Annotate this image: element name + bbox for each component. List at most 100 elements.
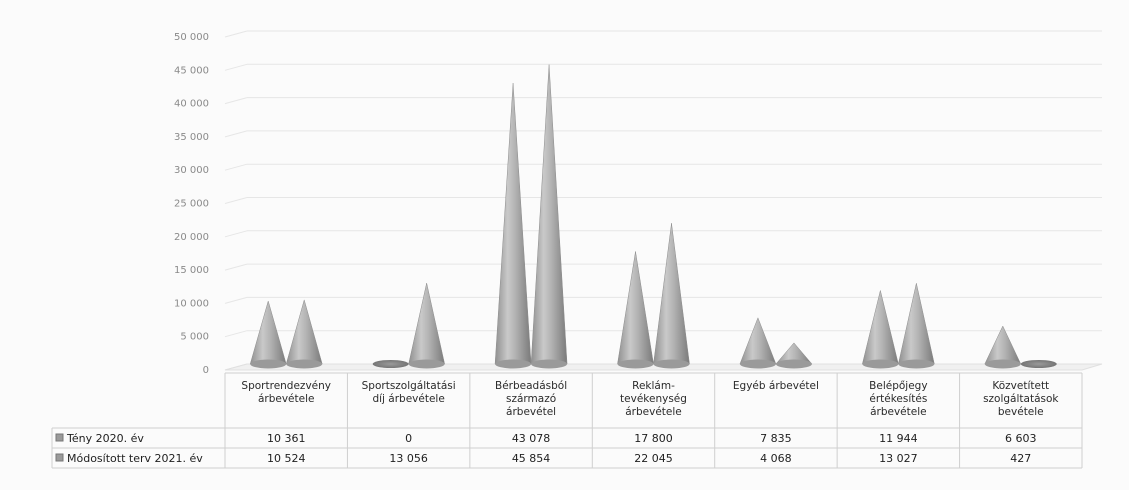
cone-body [285, 298, 323, 365]
legend-entry: Tény 2020. év [66, 432, 144, 445]
data-label: 4 068 [760, 452, 792, 465]
y-tick-label: 10 000 [174, 298, 209, 309]
data-label: 6 603 [1005, 432, 1037, 445]
cone [408, 282, 445, 369]
category-label: Belépőjegy értékesítés árbevétele [869, 380, 927, 418]
cone-body [494, 83, 532, 365]
cone-base [617, 359, 654, 369]
cone [984, 325, 1022, 369]
category-label: Sportszolgáltatási díj árbevétele [362, 380, 456, 405]
gridline-depth [224, 163, 248, 171]
gridline-depth [224, 330, 248, 338]
data-label: 11 944 [879, 432, 918, 445]
cone-base [898, 359, 935, 369]
gridline-depth [224, 230, 248, 238]
cone-base [495, 359, 532, 369]
category-label-line: árbevétele [258, 393, 315, 405]
cone [530, 64, 568, 369]
category-label-line: árbevétel [506, 406, 556, 418]
category-label-line: árbevétele [625, 406, 682, 418]
cone [494, 83, 532, 369]
gridline-depth [224, 130, 248, 138]
cone-base-flat [372, 360, 409, 368]
category-label-line: szolgáltatások [983, 393, 1059, 405]
data-label: 0 [405, 432, 412, 445]
legend-key [55, 453, 64, 462]
cone-base [653, 359, 690, 369]
gridline-depth [224, 63, 248, 71]
cone-body [249, 300, 287, 365]
category-label-line: bevétele [998, 406, 1044, 418]
cone-base [862, 359, 899, 369]
y-tick-label: 35 000 [174, 132, 209, 143]
data-label: 427 [1010, 452, 1031, 465]
legend-entry: Módosított terv 2021. év [67, 452, 203, 465]
category-label-line: Bérbeadásból [495, 380, 567, 392]
gridline-depth [224, 97, 248, 105]
data-label: 7 835 [760, 432, 792, 445]
y-tick-label: 45 000 [174, 65, 209, 76]
cone-body [530, 64, 568, 365]
category-label-line: Belépőjegy [869, 380, 927, 392]
category-label: Egyéb árbevétel [733, 380, 819, 392]
cone-body [739, 317, 777, 365]
data-label: 17 800 [634, 432, 673, 445]
category-label-line: értékesítés [869, 393, 927, 405]
category-label-line: tevékenység [620, 393, 687, 405]
y-tick-label: 0 [203, 365, 209, 376]
cone-base [286, 359, 323, 369]
cone-body [984, 325, 1022, 365]
category-label-line: árbevétele [870, 406, 927, 418]
y-tick-label: 5 000 [180, 332, 209, 343]
cone [653, 223, 690, 369]
data-label: 13 027 [879, 452, 918, 465]
legend-key [55, 433, 64, 442]
cone-body [862, 290, 899, 365]
cone [249, 300, 287, 369]
cone-body [898, 283, 935, 365]
cone-body [408, 282, 445, 365]
cone-body [653, 223, 690, 365]
data-label: 43 078 [512, 432, 551, 445]
cone-base [408, 359, 445, 369]
gridline-depth [224, 30, 248, 38]
data-label: 13 056 [389, 452, 428, 465]
y-tick-label: 25 000 [174, 199, 209, 210]
data-label: 10 524 [267, 452, 306, 465]
cone [285, 298, 323, 369]
y-tick-label: 15 000 [174, 265, 209, 276]
cone-base [250, 359, 287, 369]
category-label-line: Sportszolgáltatási [362, 380, 456, 392]
y-tick-label: 50 000 [174, 32, 209, 43]
category-label-line: származó [506, 393, 556, 405]
cone-base-flat [1020, 360, 1057, 368]
gridline-depth [224, 296, 248, 304]
y-tick-label: 30 000 [174, 165, 209, 176]
category-label-line: Egyéb árbevétel [733, 380, 819, 392]
cone [862, 290, 899, 369]
cone-base [775, 359, 812, 369]
data-label: 22 045 [634, 452, 673, 465]
category-label-line: Sportrendezvény [241, 380, 331, 392]
category-label-line: Közvetített [992, 380, 1049, 392]
cone [617, 251, 654, 369]
gridline-depth [224, 263, 248, 271]
cone-base [531, 359, 568, 369]
data-label: 10 361 [267, 432, 306, 445]
cone [898, 283, 935, 369]
category-label-line: díj árbevétele [372, 393, 444, 405]
cone-base [739, 359, 776, 369]
data-label: 45 854 [512, 452, 551, 465]
y-tick-label: 20 000 [174, 232, 209, 243]
cone [739, 317, 777, 369]
category-label: Bérbeadásból származó árbevétel [495, 380, 567, 418]
cone [775, 342, 813, 369]
y-tick-label: 40 000 [174, 99, 209, 110]
category-label: Sportrendezvény árbevétele [241, 380, 331, 405]
category-label: Közvetített szolgáltatások bevétele [983, 380, 1059, 418]
category-label-line: Reklám- [632, 380, 675, 392]
gridline-depth [224, 197, 248, 204]
category-label: Reklám-tevékenység árbevétele [620, 380, 687, 418]
